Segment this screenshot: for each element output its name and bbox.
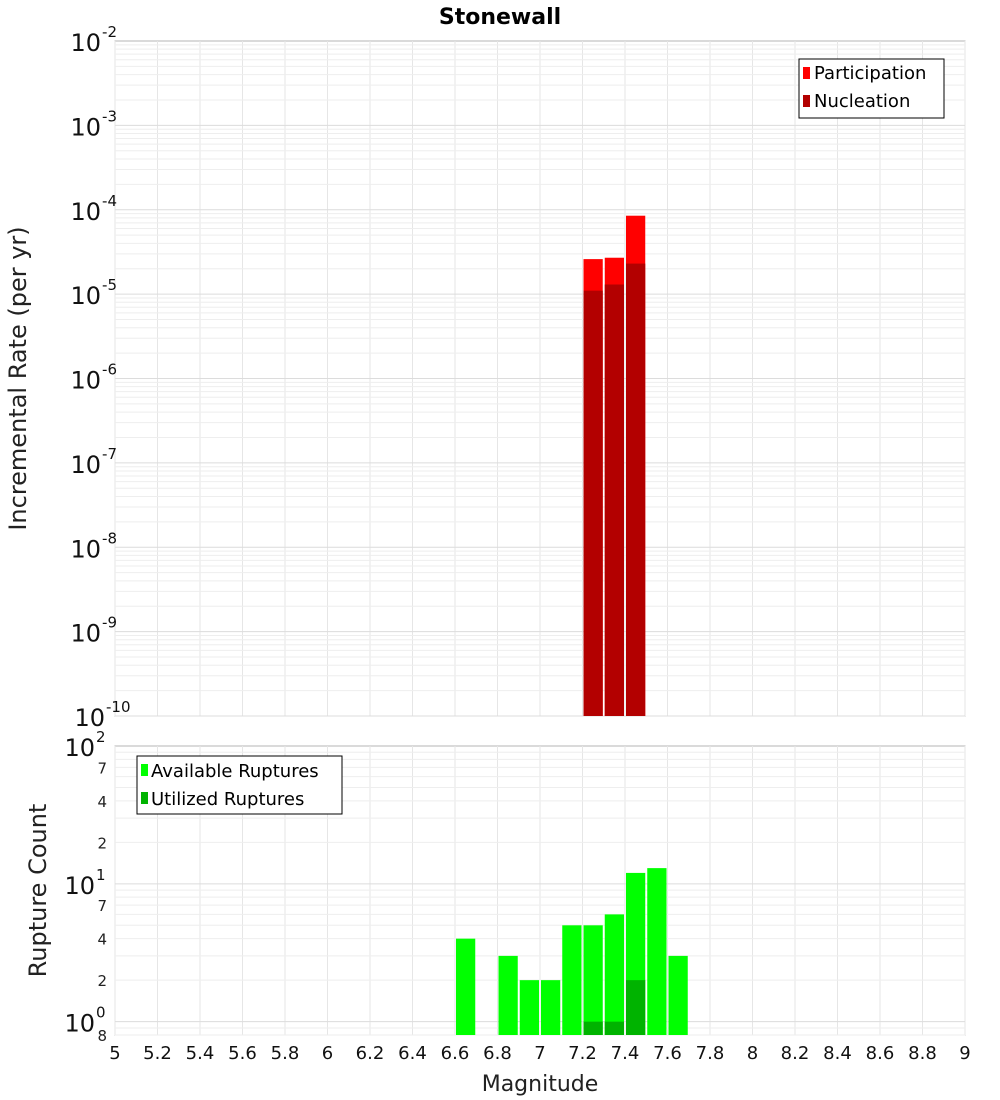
count-available-ruptures-bar xyxy=(498,955,518,1035)
rate-panel: 10-210-310-410-510-610-710-810-910-10 In… xyxy=(4,23,966,732)
rate-nucleation-bar xyxy=(626,263,646,716)
count-available-ruptures-bar xyxy=(668,955,688,1035)
x-ticks: 5 5.2 5.4 5.6 5.8 6 6.2 6.4 6.6 6.8 7 7.2 7.4 7.6 7.8 8… xyxy=(109,1043,970,1064)
y-tick-minor-label: 4 xyxy=(97,793,107,811)
x-tick-label: 5 xyxy=(109,1043,120,1064)
y-tick-minor-label: 7 xyxy=(97,759,107,777)
count-bars xyxy=(456,868,688,1035)
x-axis-label: Magnitude xyxy=(482,1072,599,1097)
x-tick-label: 6.4 xyxy=(398,1043,427,1064)
x-tick-label: 5.4 xyxy=(186,1043,215,1064)
y-tick-exponent: 2 xyxy=(96,728,106,746)
rate-y-axis-label: Incremental Rate (per yr) xyxy=(4,226,32,530)
y-tick-minor-label: 7 xyxy=(97,897,107,915)
count-available-ruptures-bar xyxy=(519,980,539,1035)
x-tick-label: 8.2 xyxy=(781,1043,810,1064)
y-tick-label: 10 xyxy=(64,872,95,900)
x-tick-label: 8.8 xyxy=(908,1043,937,1064)
x-tick-label: 7.4 xyxy=(611,1043,640,1064)
y-tick-minor-label: 2 xyxy=(97,834,107,852)
x-tick-label: 6 xyxy=(322,1043,333,1064)
x-tick-label: 7.6 xyxy=(653,1043,682,1064)
y-tick-exponent: -8 xyxy=(102,529,117,547)
x-tick-label: 9 xyxy=(959,1043,970,1064)
y-tick-exponent: -10 xyxy=(106,698,131,716)
count-available-ruptures-bar xyxy=(562,925,582,1035)
y-tick-exponent: -3 xyxy=(102,107,117,125)
legend-label-nucleation: Nucleation xyxy=(814,91,910,112)
legend-label-available: Available Ruptures xyxy=(151,761,319,782)
x-tick-label: 5.2 xyxy=(143,1043,172,1064)
y-tick-label: 10 xyxy=(70,367,101,395)
y-tick-minor-label: 8 xyxy=(97,1027,107,1045)
legend-swatch-participation xyxy=(803,67,810,79)
rate-y-ticks: 10-210-310-410-510-610-710-810-910-10 xyxy=(70,23,130,732)
rate-nucleation-bar xyxy=(583,290,603,716)
y-tick-label: 10 xyxy=(74,704,105,732)
rate-gridlines xyxy=(114,41,966,717)
x-tick-label: 8 xyxy=(747,1043,758,1064)
y-tick-label: 10 xyxy=(64,1010,95,1038)
y-tick-exponent: 1 xyxy=(96,866,106,884)
x-tick-label: 6.2 xyxy=(356,1043,385,1064)
rate-legend-box xyxy=(798,58,945,119)
x-tick-label: 8.4 xyxy=(823,1043,852,1064)
chart-title: Stonewall xyxy=(439,5,561,30)
x-tick-label: 7 xyxy=(534,1043,545,1064)
y-tick-label: 10 xyxy=(64,734,95,762)
count-available-ruptures-bar xyxy=(541,980,561,1035)
rate-nucleation-bar xyxy=(604,284,624,716)
y-tick-exponent: -7 xyxy=(102,445,117,463)
rate-legend: Participation Nucleation xyxy=(798,58,945,119)
x-tick-label: 5.6 xyxy=(228,1043,257,1064)
x-tick-label: 6.8 xyxy=(483,1043,512,1064)
y-tick-label: 10 xyxy=(70,29,101,57)
y-tick-exponent: -6 xyxy=(102,361,117,379)
y-tick-exponent: -2 xyxy=(102,23,117,41)
legend-swatch-nucleation xyxy=(803,95,810,107)
x-tick-label: 6.6 xyxy=(441,1043,470,1064)
y-tick-label: 10 xyxy=(70,535,101,563)
count-gridlines xyxy=(114,746,966,1036)
x-tick-label: 5.8 xyxy=(271,1043,300,1064)
y-tick-minor-label: 2 xyxy=(97,972,107,990)
count-legend-box xyxy=(136,755,343,815)
legend-label-participation: Participation xyxy=(814,63,926,84)
y-tick-exponent: -4 xyxy=(102,192,117,210)
y-tick-exponent: -9 xyxy=(102,614,117,632)
legend-label-utilized: Utilized Ruptures xyxy=(151,789,304,810)
count-y-axis-label: Rupture Count xyxy=(24,804,52,978)
x-tick-label: 8.6 xyxy=(866,1043,895,1064)
legend-swatch-available xyxy=(141,764,148,776)
rate-bars xyxy=(583,215,646,717)
count-available-ruptures-bar xyxy=(604,914,624,1035)
count-available-ruptures-bar xyxy=(647,868,667,1035)
count-utilized-ruptures-bar xyxy=(604,1021,624,1035)
count-legend: Available Ruptures Utilized Ruptures xyxy=(136,755,343,815)
y-tick-minor-label: 4 xyxy=(97,931,107,949)
count-available-ruptures-bar xyxy=(583,925,603,1035)
y-tick-label: 10 xyxy=(70,282,101,310)
y-tick-exponent: 0 xyxy=(96,1004,106,1022)
legend-swatch-utilized xyxy=(141,792,148,804)
y-tick-label: 10 xyxy=(70,198,101,226)
x-tick-label: 7.2 xyxy=(568,1043,597,1064)
count-utilized-ruptures-bar xyxy=(626,980,646,1035)
count-utilized-ruptures-bar xyxy=(583,1021,603,1035)
y-tick-label: 10 xyxy=(70,451,101,479)
y-tick-exponent: -5 xyxy=(102,276,117,294)
x-tick-label: 7.8 xyxy=(696,1043,725,1064)
count-available-ruptures-bar xyxy=(456,938,476,1035)
y-tick-label: 10 xyxy=(70,113,101,141)
y-tick-label: 10 xyxy=(70,620,101,648)
